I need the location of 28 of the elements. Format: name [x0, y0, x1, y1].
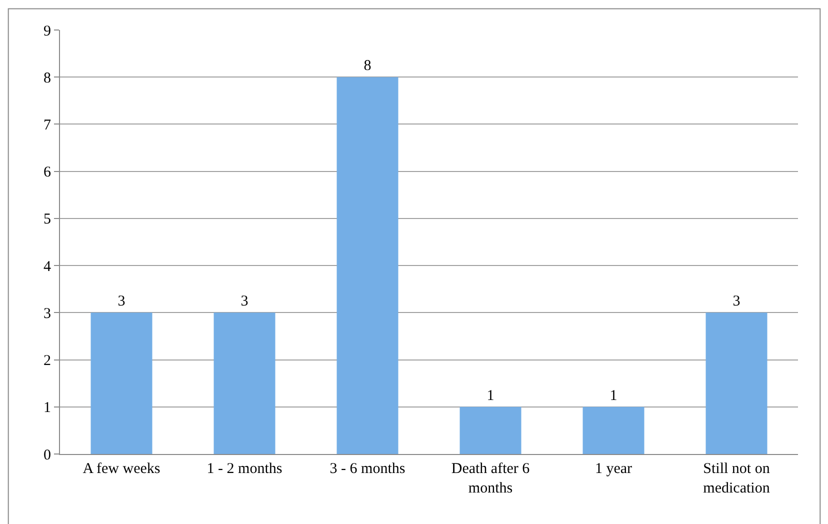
x-tick-label: 1 year	[594, 461, 632, 477]
y-tick-label: 1	[44, 400, 51, 416]
x-tick-label: Still not on medication	[703, 461, 770, 496]
bar	[336, 77, 398, 454]
bar	[706, 312, 768, 454]
x-tick-label: 1 - 2 months	[206, 461, 282, 477]
x-tick-label: A few weeks	[82, 461, 160, 477]
y-tick-label: 9	[44, 23, 51, 40]
y-tick-label: 7	[44, 117, 52, 134]
y-tick-label: 8	[44, 70, 51, 86]
data-label: 3	[240, 294, 248, 310]
bar	[90, 312, 152, 454]
y-tick-label: 2	[44, 353, 51, 370]
y-tick-label: 0	[44, 447, 51, 464]
y-tick-label: 4	[44, 258, 52, 275]
y-tick-label: 5	[44, 212, 51, 228]
x-tick-label: Death after 6 months	[451, 461, 530, 496]
x-tick-label: 3 - 6 months	[330, 461, 406, 477]
data-label: 3	[118, 294, 126, 310]
bar	[214, 312, 276, 454]
y-tick-label: 3	[44, 306, 51, 322]
data-label: 1	[486, 388, 494, 404]
y-tick-label: 6	[44, 164, 52, 181]
bar	[582, 406, 644, 454]
data-label: 8	[364, 58, 372, 74]
data-label: 3	[732, 294, 740, 310]
data-label: 1	[610, 388, 618, 404]
bar	[460, 406, 522, 454]
